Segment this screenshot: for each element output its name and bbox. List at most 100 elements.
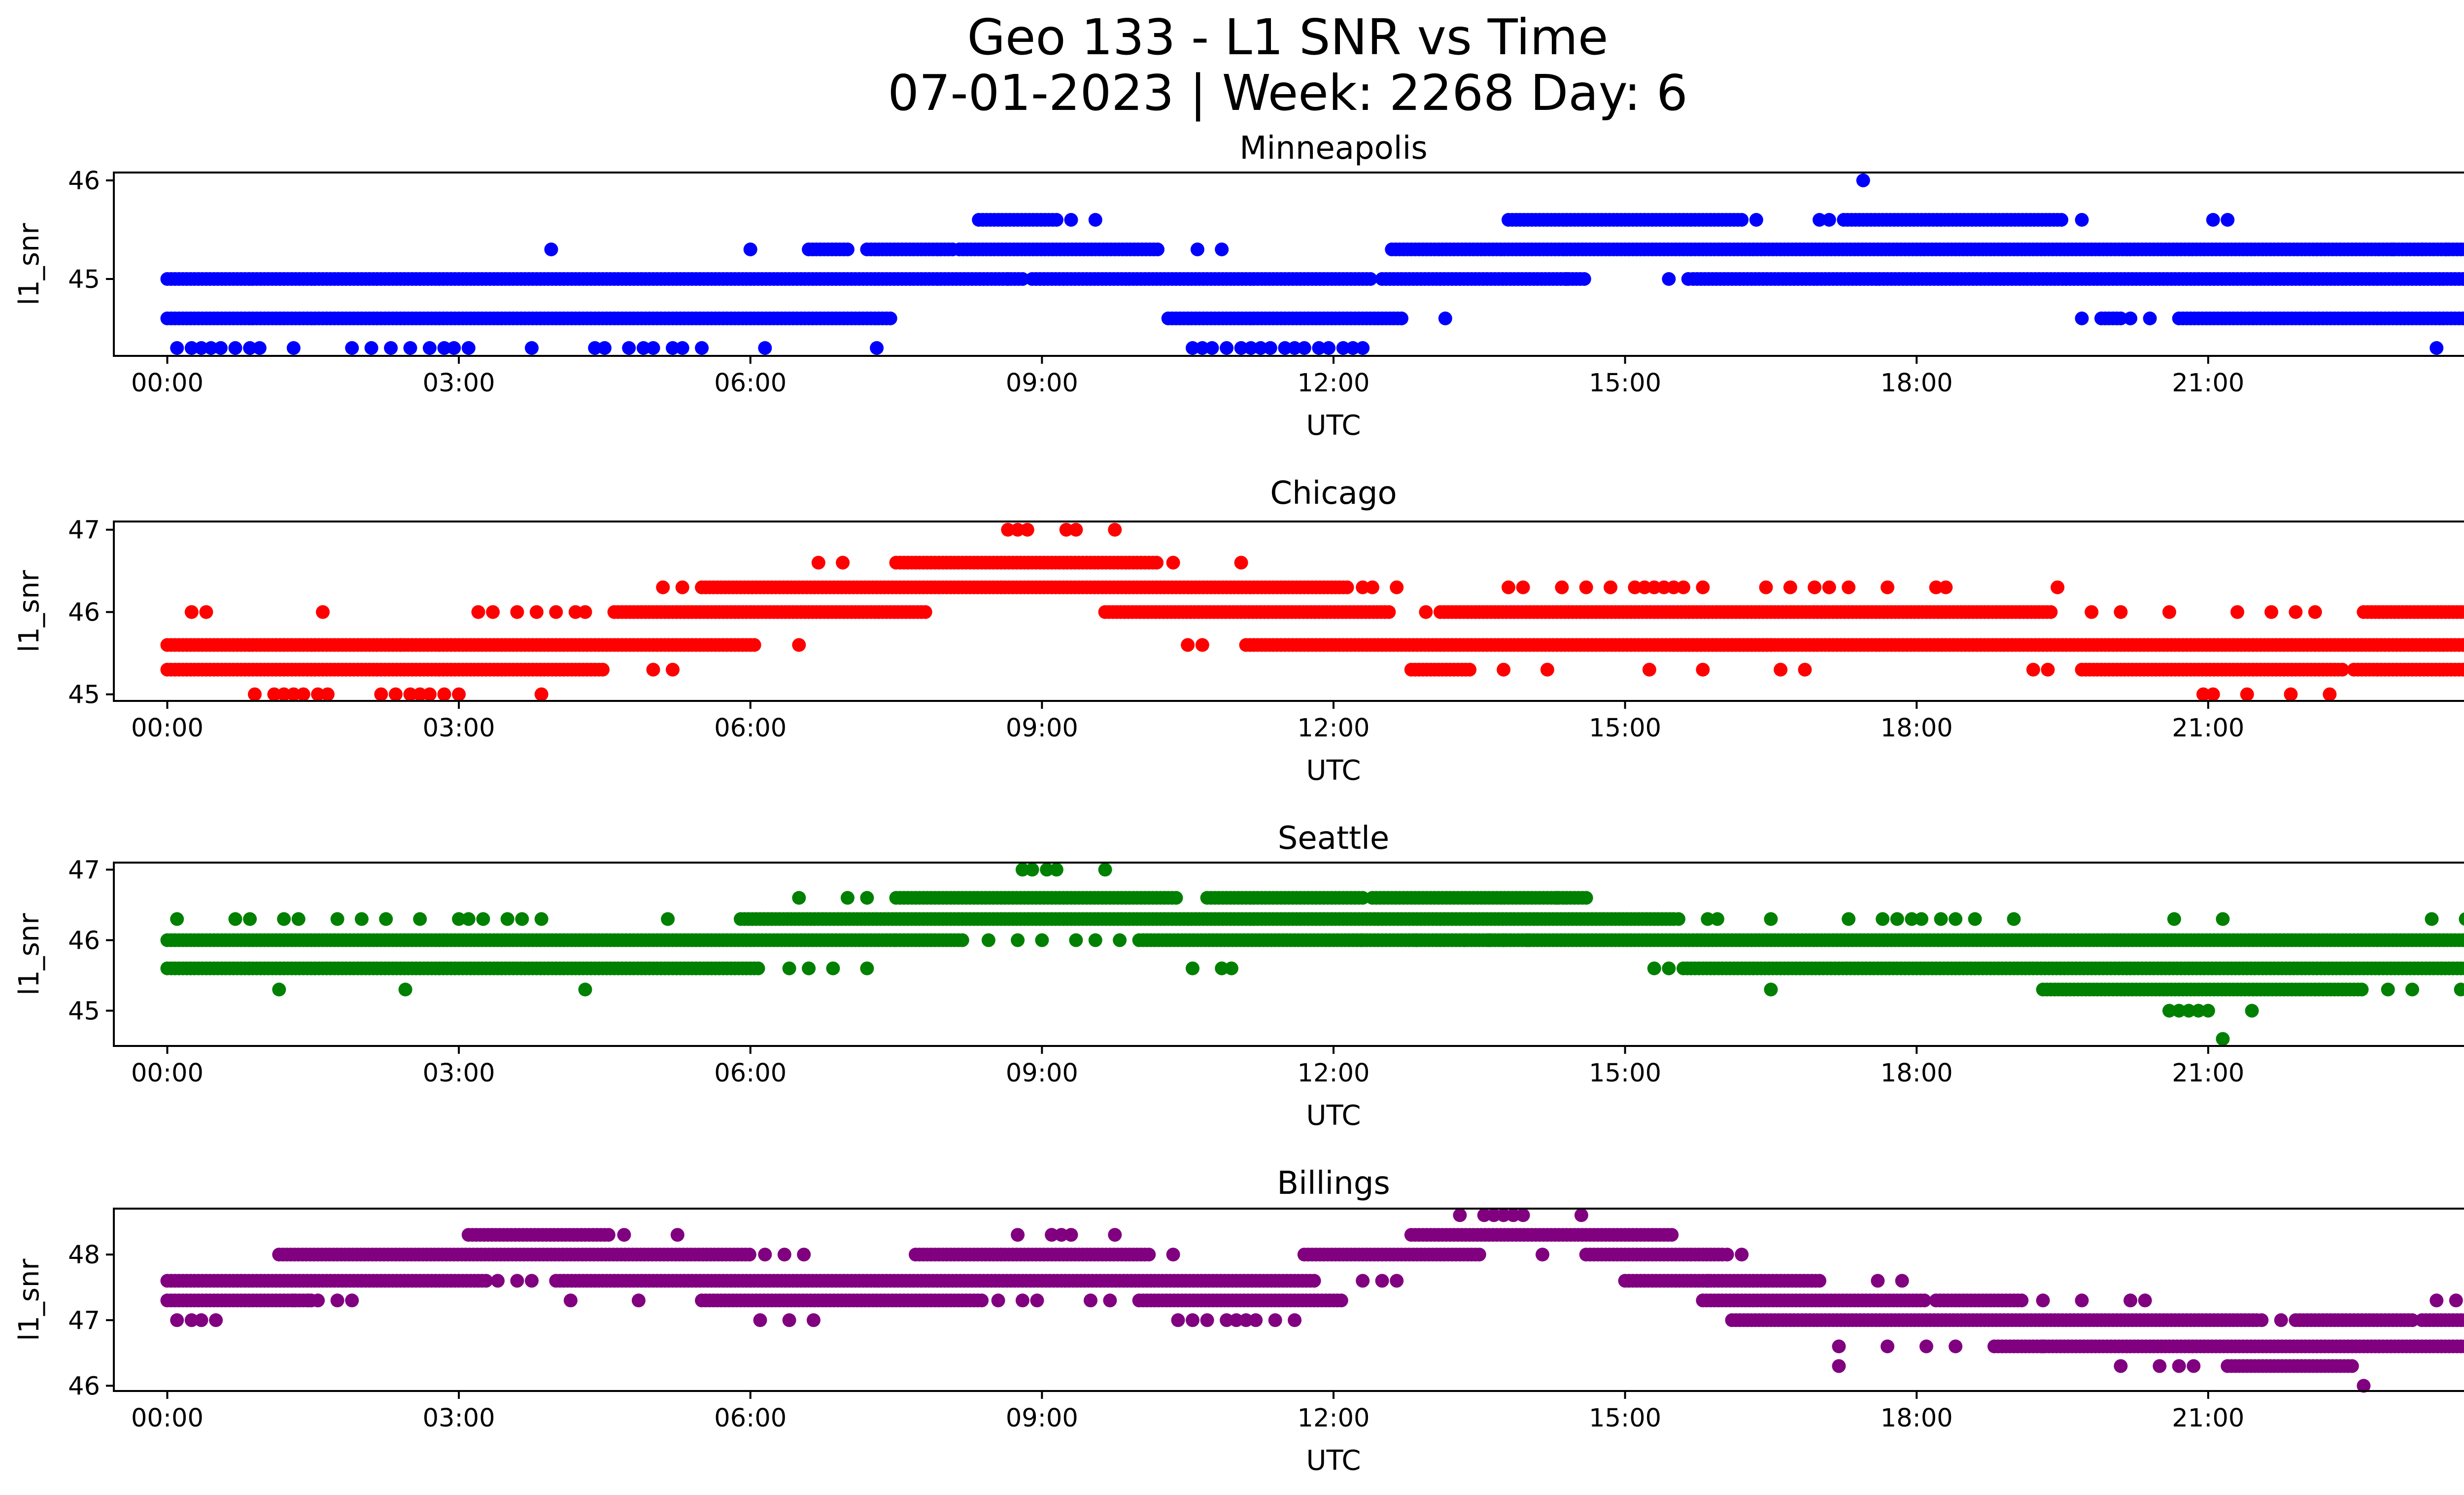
- data-point-chicago: [2284, 687, 2298, 701]
- data-point-minneapolis: [1749, 213, 1763, 227]
- data-point-chicago: [1798, 662, 1812, 677]
- data-point-chicago: [320, 687, 335, 701]
- data-point-seattle: [1215, 961, 1229, 975]
- data-point-chicago: [836, 556, 850, 570]
- data-point-seattle: [2191, 1004, 2206, 1018]
- data-point-chicago: [1808, 580, 1822, 594]
- data-point-chicago: [2196, 687, 2210, 701]
- data-point-seattle: [1015, 863, 1029, 877]
- data-point-minneapolis: [870, 341, 884, 355]
- data-point-minneapolis: [2114, 312, 2128, 325]
- data-point-chicago: [747, 638, 761, 652]
- data-point-seattle: [1764, 982, 1778, 997]
- y-axis-label-chicago: l1_snr: [13, 570, 45, 653]
- data-point-chicago: [534, 687, 548, 701]
- data-point-seattle: [2425, 912, 2439, 926]
- data-point-seattle: [1011, 933, 1025, 947]
- data-point-chicago: [248, 687, 262, 701]
- y-axis-label-minneapolis: l1_snr: [13, 223, 45, 306]
- data-point-seattle: [534, 912, 548, 926]
- data-point-minneapolis: [1220, 341, 1234, 355]
- x-tick-label: 06:00: [714, 369, 787, 398]
- data-point-chicago: [1195, 638, 1209, 652]
- data-point-minneapolis: [1356, 341, 1370, 355]
- data-point-seattle: [1035, 933, 1049, 947]
- x-tick-label: 21:00: [2172, 714, 2244, 743]
- data-point-seattle: [515, 912, 529, 926]
- data-point-seattle: [2216, 1032, 2230, 1046]
- data-point-billings: [1472, 1248, 1486, 1262]
- data-point-seattle: [2459, 912, 2464, 926]
- data-point-minneapolis: [1088, 213, 1102, 227]
- data-point-chicago: [1881, 580, 1895, 594]
- data-point-minneapolis: [1151, 243, 1164, 256]
- data-point-seattle: [1968, 912, 1982, 926]
- data-point-minneapolis: [2075, 312, 2089, 325]
- y-tick-label: 47: [68, 516, 100, 545]
- data-point-minneapolis: [252, 341, 267, 355]
- data-point-chicago: [1340, 580, 1354, 594]
- x-tick-label: 18:00: [1881, 1059, 1953, 1088]
- data-point-chicago: [2460, 663, 2464, 676]
- data-point-minneapolis: [170, 341, 184, 355]
- y-tick-label: 45: [68, 681, 100, 710]
- x-tick-label: 06:00: [714, 1059, 787, 1088]
- data-point-chicago: [1667, 580, 1681, 594]
- x-tick-label: 15:00: [1589, 714, 1661, 743]
- data-point-seattle: [2454, 982, 2464, 997]
- data-point-chicago: [1657, 580, 1671, 594]
- data-point-seattle: [277, 912, 291, 926]
- data-point-seattle: [476, 912, 490, 926]
- x-tick-label: 18:00: [1881, 714, 1953, 743]
- data-point-seattle: [955, 933, 969, 947]
- data-point-chicago: [1419, 605, 1433, 619]
- data-point-chicago: [296, 687, 310, 701]
- data-point-seattle: [1025, 863, 1039, 877]
- data-point-seattle: [2167, 912, 2181, 926]
- x-tick-label: 12:00: [1298, 1059, 1370, 1088]
- data-point-seattle: [228, 912, 242, 926]
- data-point-seattle: [413, 912, 427, 926]
- data-point-minneapolis: [422, 341, 437, 355]
- data-point-chicago: [1382, 605, 1396, 619]
- data-point-seattle: [291, 912, 306, 926]
- data-point-seattle: [1905, 912, 1919, 926]
- x-tick-label: 03:00: [423, 714, 495, 743]
- x-axis-seattle: 00:00 03:00 06:00 09:00 12:00 15:00 18:00 21:00…: [131, 1046, 2464, 1088]
- data-point-seattle: [243, 912, 257, 926]
- data-point-billings: [742, 1248, 756, 1262]
- data-point-minneapolis: [544, 243, 558, 256]
- data-point-seattle: [1069, 933, 1083, 947]
- data-point-minneapolis: [184, 341, 199, 355]
- data-point-minneapolis: [364, 341, 378, 355]
- data-point-minneapolis: [1395, 312, 1408, 325]
- data-point-minneapolis: [1205, 341, 1219, 355]
- data-point-minneapolis: [1186, 341, 1199, 355]
- data-point-seattle: [1224, 961, 1238, 975]
- x-axis-minneapolis: 00:00 03:00 06:00 09:00 12:00 15:00 18:00 21:00…: [131, 356, 2464, 398]
- data-point-chicago: [311, 687, 325, 701]
- y-tick-label: 45: [68, 997, 100, 1026]
- data-point-chicago: [452, 687, 466, 701]
- data-point-minneapolis: [2054, 213, 2069, 227]
- data-point-chicago: [529, 605, 544, 619]
- data-point-seattle: [1169, 891, 1183, 905]
- data-point-minneapolis: [345, 341, 359, 355]
- panel-seattle: Seattle 00:00 03:00 06:00 09:00 12:00 15:00 18…: [13, 820, 2464, 1132]
- data-point-seattle: [1049, 863, 1063, 877]
- data-point-minneapolis: [1322, 341, 1336, 355]
- data-point-minneapolis: [1234, 341, 1248, 355]
- data-point-minneapolis: [1254, 341, 1268, 355]
- data-point-chicago: [2458, 605, 2464, 619]
- data-point-seattle: [1915, 912, 1929, 926]
- data-point-minneapolis: [2462, 244, 2464, 255]
- data-point-seattle: [840, 891, 855, 905]
- data-point-chicago: [2206, 687, 2220, 701]
- data-point-minneapolis: [384, 341, 398, 355]
- data-point-seattle: [2162, 1004, 2176, 1018]
- x-axis-label-minneapolis: UTC: [1306, 410, 1361, 442]
- data-point-chicago: [2240, 687, 2254, 701]
- panel-chicago: Chicago 00:00 03:00 06:00 09:00 12:00 15:00 18…: [13, 475, 2464, 787]
- data-point-chicago: [471, 605, 485, 619]
